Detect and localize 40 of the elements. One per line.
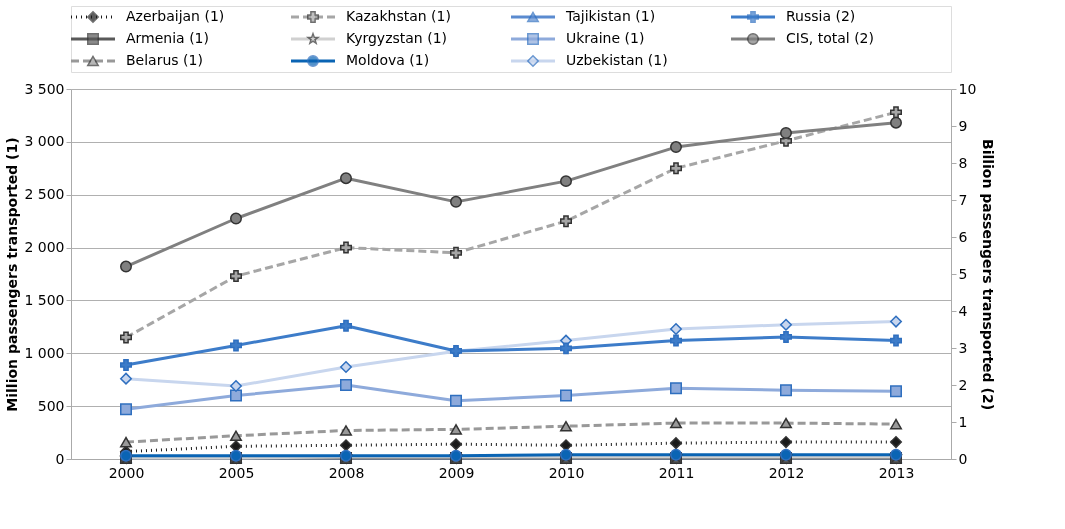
- y2-tick-label: 8: [958, 154, 968, 171]
- legend-label: Tajikistan (1): [565, 8, 656, 24]
- y2-tick-label: 10: [958, 80, 977, 97]
- y2-tick-label: 6: [958, 228, 968, 245]
- y2-tick-label: 0: [958, 450, 968, 467]
- y2-tick-label: 5: [958, 265, 968, 282]
- legend-label: Kazakhstan (1): [346, 8, 451, 24]
- y-tick-label: 1 000: [24, 344, 65, 361]
- x-tick-label: 2013: [878, 464, 915, 481]
- y-tick-label: 3 000: [24, 133, 65, 150]
- x-tick-label: 2009: [438, 464, 475, 481]
- y2-tick-label: 2: [958, 376, 968, 393]
- legend-label: Kyrgyzstan (1): [346, 30, 447, 46]
- legend-label: Russia (2): [786, 8, 856, 24]
- y-tick-label: 2 000: [24, 239, 65, 256]
- x-tick-label: 2000: [108, 464, 145, 481]
- x-tick-label: 2008: [328, 464, 365, 481]
- x-tick-label: 2005: [218, 464, 255, 481]
- legend-label: CIS, total (2): [786, 30, 874, 46]
- y2-tick-label: 1: [958, 413, 968, 430]
- y-tick-label: 2 500: [24, 186, 65, 203]
- x-tick-label: 2012: [768, 464, 805, 481]
- x-tick-label: 2011: [658, 464, 695, 481]
- y-tick-label: 3 500: [24, 80, 65, 97]
- y-tick-label: 500: [37, 397, 65, 414]
- y2-tick-label: 9: [958, 117, 968, 134]
- legend-label: Moldova (1): [346, 52, 430, 68]
- legend-label: Ukraine (1): [566, 30, 645, 46]
- legend-label: Uzbekistan (1): [566, 52, 668, 68]
- legend-label: Azerbaijan (1): [126, 8, 225, 24]
- y2-tick-label: 7: [958, 191, 968, 208]
- y2-tick-label: 3: [958, 339, 968, 356]
- y-axis-title: Million passengers transported (1): [4, 137, 21, 412]
- legend-label: Armenia (1): [126, 30, 209, 46]
- y2-tick-label: 4: [958, 302, 968, 319]
- x-tick-label: 2010: [548, 464, 585, 481]
- y-tick-label: 0: [55, 450, 65, 467]
- legend-label: Belarus (1): [126, 52, 203, 68]
- y-tick-label: 1 500: [24, 291, 65, 308]
- y2-axis-title: Billion passengers transported (2): [980, 138, 997, 411]
